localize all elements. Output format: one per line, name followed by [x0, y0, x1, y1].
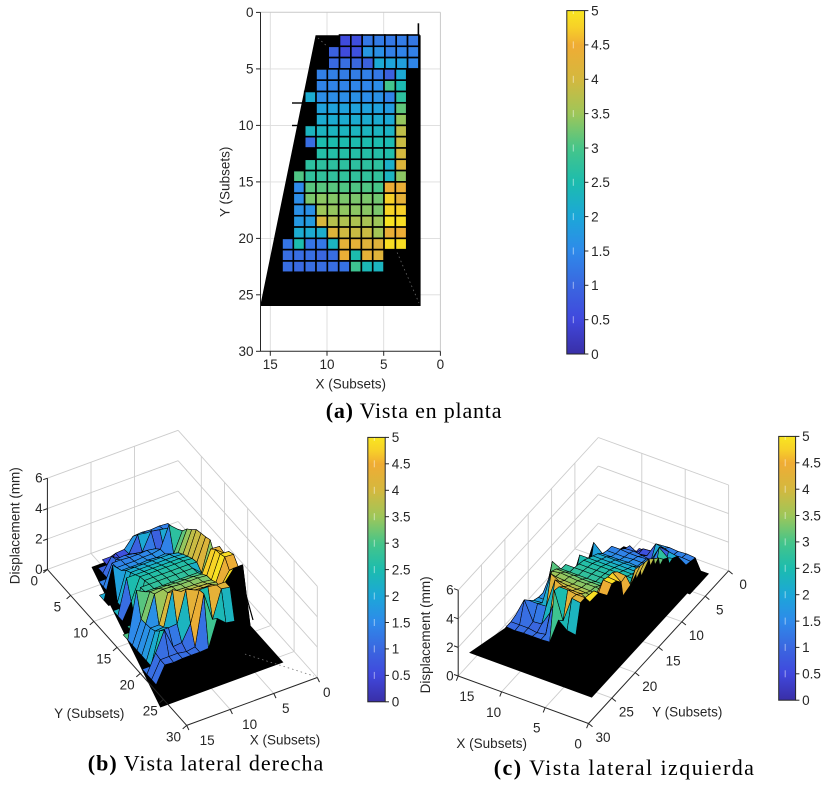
svg-text:25: 25	[238, 288, 253, 303]
svg-text:1.5: 1.5	[392, 615, 411, 630]
svg-text:0: 0	[323, 685, 331, 700]
svg-text:4.5: 4.5	[802, 456, 821, 471]
svg-text:(c) Vista lateral izquierda: (c) Vista lateral izquierda	[494, 755, 756, 780]
svg-text:3.5: 3.5	[802, 508, 821, 523]
svg-text:2: 2	[392, 589, 400, 604]
svg-text:25: 25	[619, 704, 634, 719]
svg-text:20: 20	[642, 679, 657, 694]
svg-text:5: 5	[591, 3, 599, 18]
svg-text:X (Subsets): X (Subsets)	[316, 377, 387, 392]
svg-text:4: 4	[392, 483, 400, 498]
svg-text:0: 0	[574, 737, 582, 752]
svg-text:10: 10	[242, 717, 257, 732]
svg-text:Y (Subsets): Y (Subsets)	[218, 147, 233, 217]
svg-text:Displacement (mm): Displacement (mm)	[8, 467, 23, 584]
svg-text:0: 0	[392, 695, 400, 710]
svg-text:3.5: 3.5	[392, 510, 411, 525]
svg-text:5: 5	[802, 429, 810, 444]
svg-text:10: 10	[689, 628, 704, 643]
svg-text:5: 5	[282, 701, 290, 716]
svg-text:4: 4	[802, 482, 810, 497]
svg-text:0: 0	[591, 347, 599, 362]
svg-text:1: 1	[802, 640, 810, 655]
svg-text:Y (Subsets): Y (Subsets)	[54, 706, 124, 721]
svg-text:4.5: 4.5	[392, 457, 411, 472]
svg-text:4: 4	[35, 501, 43, 516]
svg-text:0.5: 0.5	[591, 313, 610, 328]
svg-text:6: 6	[446, 583, 454, 598]
svg-text:15: 15	[96, 651, 111, 666]
svg-text:5: 5	[533, 721, 541, 736]
svg-text:20: 20	[120, 677, 135, 692]
svg-text:2: 2	[35, 532, 43, 547]
svg-text:15: 15	[238, 175, 253, 190]
svg-text:0: 0	[739, 577, 747, 592]
svg-text:10: 10	[73, 625, 88, 640]
svg-text:6: 6	[35, 471, 43, 486]
svg-text:1: 1	[392, 642, 400, 657]
svg-text:2.5: 2.5	[591, 175, 610, 190]
svg-text:0: 0	[446, 669, 454, 684]
svg-text:4.5: 4.5	[591, 38, 610, 53]
svg-text:20: 20	[238, 231, 253, 246]
svg-text:4: 4	[446, 611, 454, 626]
svg-text:(a) Vista en planta: (a) Vista en planta	[326, 398, 503, 423]
svg-text:2: 2	[802, 588, 810, 603]
svg-text:30: 30	[595, 730, 610, 745]
svg-text:15: 15	[459, 689, 474, 704]
svg-text:15: 15	[263, 357, 278, 372]
svg-text:3: 3	[591, 141, 599, 156]
svg-text:Y (Subsets): Y (Subsets)	[652, 705, 722, 720]
svg-text:Displacement (mm): Displacement (mm)	[418, 576, 433, 693]
svg-text:0: 0	[30, 573, 38, 588]
svg-text:2.5: 2.5	[802, 561, 821, 576]
svg-text:5: 5	[380, 357, 388, 372]
svg-text:2: 2	[591, 209, 599, 224]
svg-text:(b) Vista lateral derecha: (b) Vista lateral derecha	[88, 751, 324, 776]
svg-text:10: 10	[486, 705, 501, 720]
svg-text:0: 0	[246, 5, 254, 20]
svg-text:5: 5	[716, 603, 724, 618]
svg-text:X (Subsets): X (Subsets)	[456, 736, 527, 751]
svg-text:0.5: 0.5	[802, 667, 821, 682]
svg-text:4: 4	[591, 72, 599, 87]
svg-text:3: 3	[802, 535, 810, 550]
svg-text:X (Subsets): X (Subsets)	[250, 733, 321, 748]
svg-text:2: 2	[446, 640, 454, 655]
svg-text:5: 5	[392, 430, 400, 445]
svg-text:30: 30	[166, 729, 181, 744]
svg-text:0: 0	[35, 562, 43, 577]
svg-text:3.5: 3.5	[591, 106, 610, 121]
svg-text:1.5: 1.5	[802, 614, 821, 629]
svg-text:25: 25	[143, 703, 158, 718]
svg-text:15: 15	[666, 653, 681, 668]
svg-text:2.5: 2.5	[392, 562, 411, 577]
svg-text:30: 30	[238, 344, 253, 359]
svg-text:0: 0	[802, 693, 810, 708]
svg-text:1.5: 1.5	[591, 244, 610, 259]
svg-text:5: 5	[54, 599, 62, 614]
svg-text:3: 3	[392, 536, 400, 551]
svg-text:10: 10	[238, 118, 253, 133]
svg-text:0.5: 0.5	[392, 668, 411, 683]
svg-text:15: 15	[200, 733, 215, 748]
svg-text:10: 10	[319, 357, 334, 372]
svg-text:0: 0	[437, 357, 445, 372]
svg-text:1: 1	[591, 278, 599, 293]
svg-text:5: 5	[246, 62, 254, 77]
